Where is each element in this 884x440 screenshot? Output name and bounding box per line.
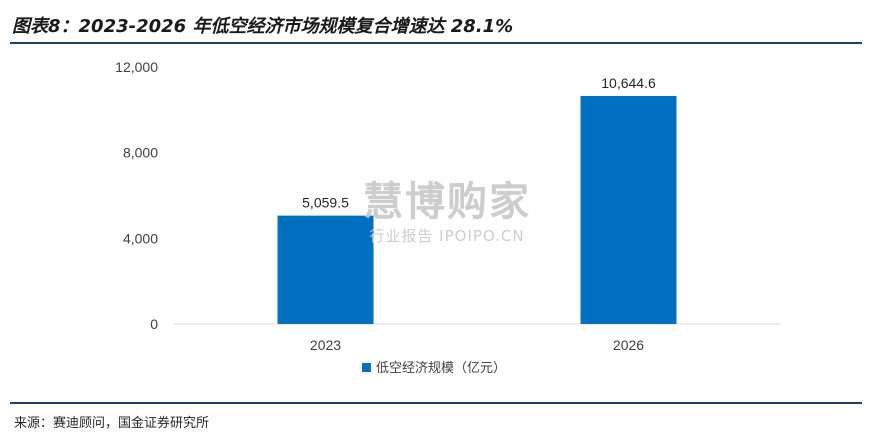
y-tick-label: 4,000	[123, 230, 158, 246]
legend: 低空经济规模（亿元）	[362, 361, 506, 376]
bar-2026	[580, 96, 677, 324]
y-axis-ticks: 0 4,000 8,000 12,000	[115, 59, 158, 332]
bars: 5,059.5 10,644.6	[277, 75, 677, 324]
x-tick-label: 2023	[310, 337, 341, 353]
x-tick-label: 2026	[613, 337, 644, 353]
bottom-rule	[10, 402, 862, 404]
y-tick-label: 0	[150, 316, 158, 332]
data-label-2026: 10,644.6	[601, 75, 656, 91]
y-tick-label: 12,000	[115, 59, 158, 75]
chart-title: 图表8：2023-2026 年低空经济市场规模复合增速达 28.1%	[12, 16, 514, 37]
legend-label: 低空经济规模（亿元）	[376, 361, 506, 376]
y-tick-label: 8,000	[123, 145, 158, 161]
bar-2023	[277, 215, 374, 324]
data-label-2023: 5,059.5	[302, 195, 349, 211]
x-axis-ticks: 2023 2026	[310, 337, 644, 353]
source-note: 来源：赛迪顾问，国金证券研究所	[14, 416, 210, 431]
top-rule	[10, 42, 862, 44]
legend-swatch	[362, 363, 371, 372]
